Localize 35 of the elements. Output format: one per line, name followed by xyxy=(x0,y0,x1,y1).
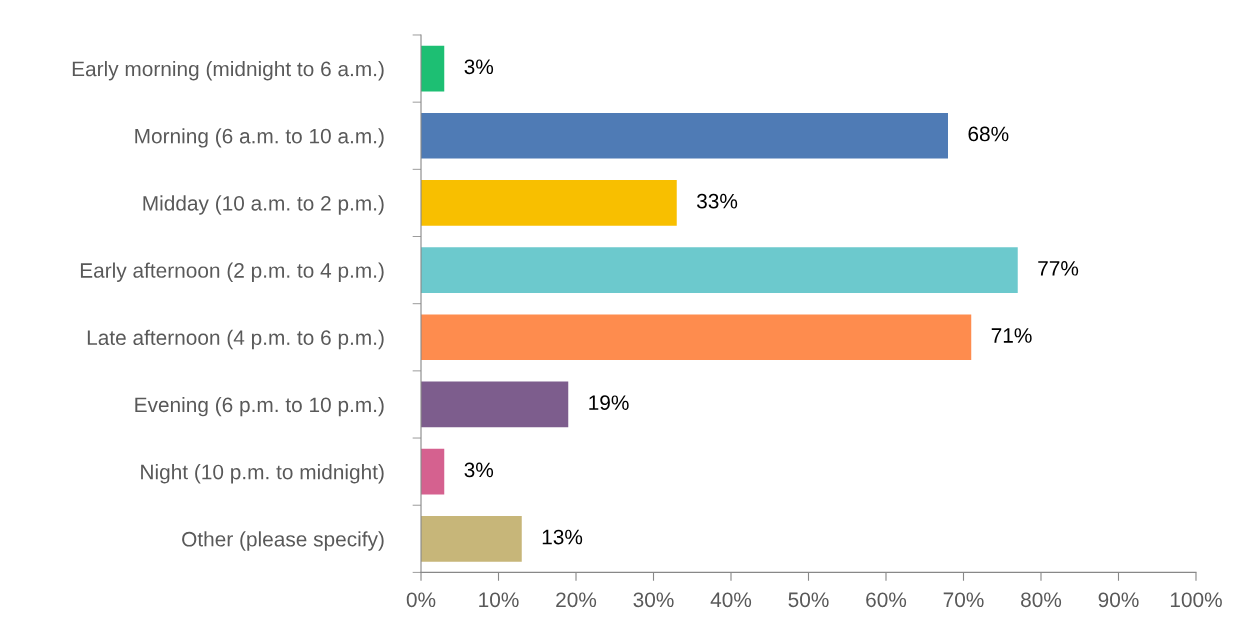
bar xyxy=(421,515,522,562)
x-tick-label: 30% xyxy=(633,592,674,608)
y-tick-label: Early morning (midnight to 6 a.m.) xyxy=(72,61,384,81)
x-tick-label: 50% xyxy=(788,592,829,608)
bar xyxy=(421,381,569,428)
data-label: 71% xyxy=(991,328,1032,343)
x-tick-label: 10% xyxy=(479,592,519,608)
data-label: 3% xyxy=(464,59,494,75)
bar xyxy=(421,112,948,159)
data-label: 13% xyxy=(542,529,583,545)
data-label: 3% xyxy=(464,462,494,478)
y-tick-label: Other (please specify) xyxy=(182,531,384,551)
bar xyxy=(421,45,445,92)
data-label: 33% xyxy=(696,193,738,209)
bar xyxy=(421,448,445,495)
x-tick-label: 80% xyxy=(1021,592,1062,608)
bar xyxy=(421,247,1018,293)
y-tick-label: Late afternoon (4 p.m. to 6 p.m.) xyxy=(87,329,384,350)
x-tick-label: 20% xyxy=(556,592,597,608)
y-tick-label: Night (10 p.m. to midnight) xyxy=(141,464,384,484)
x-tick-label: 60% xyxy=(866,592,907,608)
x-tick-label: 100% xyxy=(1170,592,1222,608)
bar xyxy=(421,314,972,361)
data-label: 77% xyxy=(1038,261,1079,276)
x-tick-label: 0% xyxy=(406,592,436,608)
y-tick-label: Early afternoon (2 p.m. to 4 p.m.) xyxy=(80,262,384,282)
data-label: 68% xyxy=(968,126,1009,142)
x-tick-label: 40% xyxy=(710,592,752,608)
data-label: 19% xyxy=(589,395,629,411)
y-tick-label: Evening (6 p.m. to 10 p.m.) xyxy=(135,396,384,417)
y-tick-label: Morning (6 a.m. to 10 a.m.) xyxy=(135,128,384,148)
bar xyxy=(421,180,677,226)
x-tick-label: 70% xyxy=(943,592,984,608)
x-tick-label: 90% xyxy=(1098,592,1139,608)
y-tick-label: Midday (10 a.m. to 2 p.m.) xyxy=(143,195,384,215)
